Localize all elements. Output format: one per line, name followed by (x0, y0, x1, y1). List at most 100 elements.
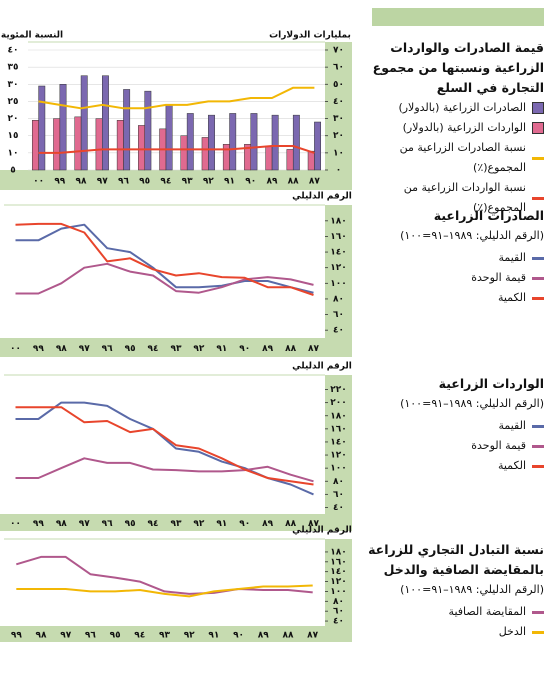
y2-axis-title: بمليارات الدولارات (269, 31, 351, 41)
bar (138, 125, 145, 171)
x-tick-label: ٩٣ (170, 344, 181, 354)
y-tick-label: ٨٠ (333, 477, 344, 487)
legend-item: الكمية (358, 456, 544, 476)
y-tick-label: ١٨٠ (330, 216, 346, 226)
legend-swatch (532, 296, 544, 300)
bar (31, 120, 39, 171)
y-axis-band (325, 375, 352, 531)
legend-item: الدخل (358, 622, 544, 642)
legend-title: الصادرات الزراعية (433, 208, 544, 223)
y-tick-label: ١٠ (333, 148, 344, 158)
line (15, 457, 314, 483)
legend-swatch (532, 276, 544, 280)
x-tick-label: ٩٤ (148, 519, 159, 529)
header-band (372, 8, 544, 26)
x-tick-label: ٩٢ (193, 344, 204, 354)
legend-item: الكمية (358, 288, 544, 308)
x-tick-label: ٩٠ (245, 177, 256, 187)
x-tick-label: ٠٠ (10, 519, 21, 529)
line (15, 223, 314, 294)
legend-label: الواردات الزراعية (بالدولار) (402, 121, 526, 134)
y-tick-label: ٢٠ (333, 131, 344, 141)
legend-swatch (532, 256, 544, 260)
x-tick-label: ٩٤ (160, 177, 171, 187)
legend-item: القيمة (358, 248, 544, 268)
bar (165, 104, 173, 171)
bar (95, 118, 103, 171)
y-axis-title: الرقم الدليلي (292, 192, 352, 202)
y-tick-label: ٤٠ (333, 503, 344, 513)
legend-label: الدخل (498, 625, 526, 638)
legend-label: نسبة الصادرات الزراعية من المجموع(٪) (399, 141, 526, 174)
y-tick-label: ١٥ (8, 131, 19, 141)
x-tick-label: ٩٤ (148, 344, 159, 354)
y-tick-label: ١٢٠ (330, 263, 346, 273)
y-axis-band (325, 205, 352, 357)
bar (102, 75, 109, 171)
x-tick-label: ٩٥ (125, 519, 136, 529)
line (15, 222, 314, 296)
x-tick-label: ٩٠ (239, 344, 250, 354)
legend-label: المقايضة الصافية (448, 605, 526, 618)
legend-label: الكمية (497, 459, 526, 472)
x-tick-label: ٩٦ (118, 177, 129, 187)
x-tick-label: ٨٧ (308, 344, 319, 354)
x-tick-label: ٩٢ (193, 519, 204, 529)
y-tick-label: ١٠ (8, 148, 19, 158)
legend-swatch (532, 196, 544, 200)
x-tick-label: ٨٨ (285, 519, 296, 529)
bar (222, 144, 230, 171)
legend-title: قيمة الصادرات والواردات الزراعية ونسبتها… (372, 40, 544, 95)
bar (59, 84, 67, 171)
bar (244, 144, 251, 171)
y-tick-label: ٥ (10, 166, 16, 176)
x-tick-label: ٩٩ (54, 177, 65, 187)
x-tick-label: ٩٧ (97, 177, 108, 187)
line (16, 555, 313, 595)
bar (208, 114, 215, 171)
x-tick-label: ٩٧ (79, 344, 90, 354)
y-tick-label: ٥٠ (333, 80, 344, 90)
legend-swatch (532, 630, 544, 634)
x-tick-label: ٩٤ (134, 631, 145, 641)
y-tick-label: ٤٠ (333, 97, 344, 107)
x-tick-label: ٨٨ (285, 344, 296, 354)
y-tick-label: ١٢٠ (330, 451, 346, 461)
x-tick-label: ٩٣ (159, 631, 170, 641)
line (15, 406, 314, 486)
y-tick-label: ٢٠٠ (330, 398, 346, 408)
x-tick-label: ٩٠ (233, 631, 244, 641)
x-tick-label: ٩٩ (11, 631, 22, 641)
x-tick-label: ٩١ (208, 631, 219, 641)
y-tick-label: ٨٠ (333, 597, 344, 607)
bar (186, 113, 194, 171)
x-axis-band (0, 514, 352, 531)
bar (116, 120, 124, 171)
x-tick-label: ٩١ (216, 344, 227, 354)
line (15, 262, 314, 295)
y-tick-label: ٢٢٠ (330, 385, 346, 395)
bar (286, 149, 294, 171)
x-tick-label: ٨٩ (262, 344, 273, 354)
bar (123, 89, 131, 171)
legend-item: المقايضة الصافية (358, 602, 544, 622)
x-tick-label: ٩٧ (60, 631, 71, 641)
y-tick-label: ٦٠ (333, 490, 344, 500)
y-tick-label: ١٦٠ (330, 557, 346, 567)
x-tick-label: ٩٨ (36, 631, 47, 641)
y-axis-title: النسبة المئوية (1, 31, 63, 41)
line (38, 86, 315, 110)
y-tick-label: ٠ (336, 166, 342, 176)
y-axis-title: الرقم الدليلي (292, 526, 352, 536)
line (38, 145, 315, 154)
bar (307, 150, 315, 171)
x-tick-label: ٩٦ (85, 631, 96, 641)
y-tick-label: ١٠٠ (330, 587, 346, 597)
legend-title: نسبة التبادل التجاري للزراعة بالمقايضة ا… (368, 542, 544, 577)
bar (271, 114, 279, 171)
y-tick-label: ١٠٠ (330, 464, 346, 474)
x-tick-label: ٨٧ (309, 177, 320, 187)
x-axis-band (0, 338, 352, 357)
